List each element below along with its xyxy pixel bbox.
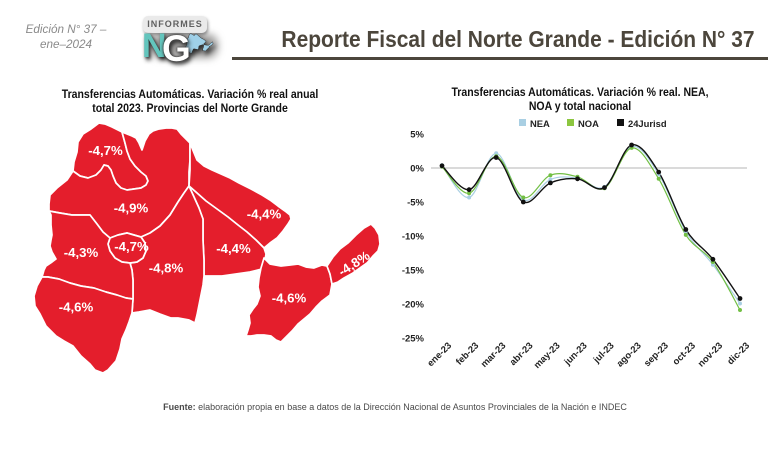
svg-text:-4,7%: -4,7% <box>88 143 123 158</box>
svg-text:ago-23: ago-23 <box>614 340 643 369</box>
svg-text:-4,9%: -4,9% <box>114 201 149 216</box>
svg-text:jul-23: jul-23 <box>590 340 616 366</box>
svg-text:-10%: -10% <box>402 232 425 243</box>
svg-text:jun-23: jun-23 <box>561 340 589 368</box>
svg-text:-4,7%: -4,7% <box>114 239 149 254</box>
svg-text:-4,4%: -4,4% <box>247 207 282 222</box>
svg-text:dic-23: dic-23 <box>724 340 751 367</box>
svg-text:-4,6%: -4,6% <box>272 291 307 306</box>
svg-text:ene-23: ene-23 <box>425 340 454 369</box>
svg-text:-25%: -25% <box>402 334 425 345</box>
svg-text:may-23: may-23 <box>531 340 562 371</box>
svg-text:5%: 5% <box>410 130 424 141</box>
svg-text:-4,6%: -4,6% <box>59 299 94 314</box>
svg-text:feb-23: feb-23 <box>453 340 480 367</box>
svg-text:-4,3%: -4,3% <box>64 245 99 260</box>
svg-text:-15%: -15% <box>402 266 425 277</box>
svg-text:0%: 0% <box>410 164 424 175</box>
svg-text:-20%: -20% <box>402 300 425 311</box>
svg-text:mar-23: mar-23 <box>478 340 508 370</box>
svg-text:sep-23: sep-23 <box>641 340 670 369</box>
svg-text:-4,8%: -4,8% <box>149 261 184 276</box>
svg-text:-5%: -5% <box>407 198 424 209</box>
svg-text:-4,4%: -4,4% <box>216 241 251 256</box>
svg-text:nov-23: nov-23 <box>695 340 724 369</box>
svg-text:oct-23: oct-23 <box>670 340 697 367</box>
